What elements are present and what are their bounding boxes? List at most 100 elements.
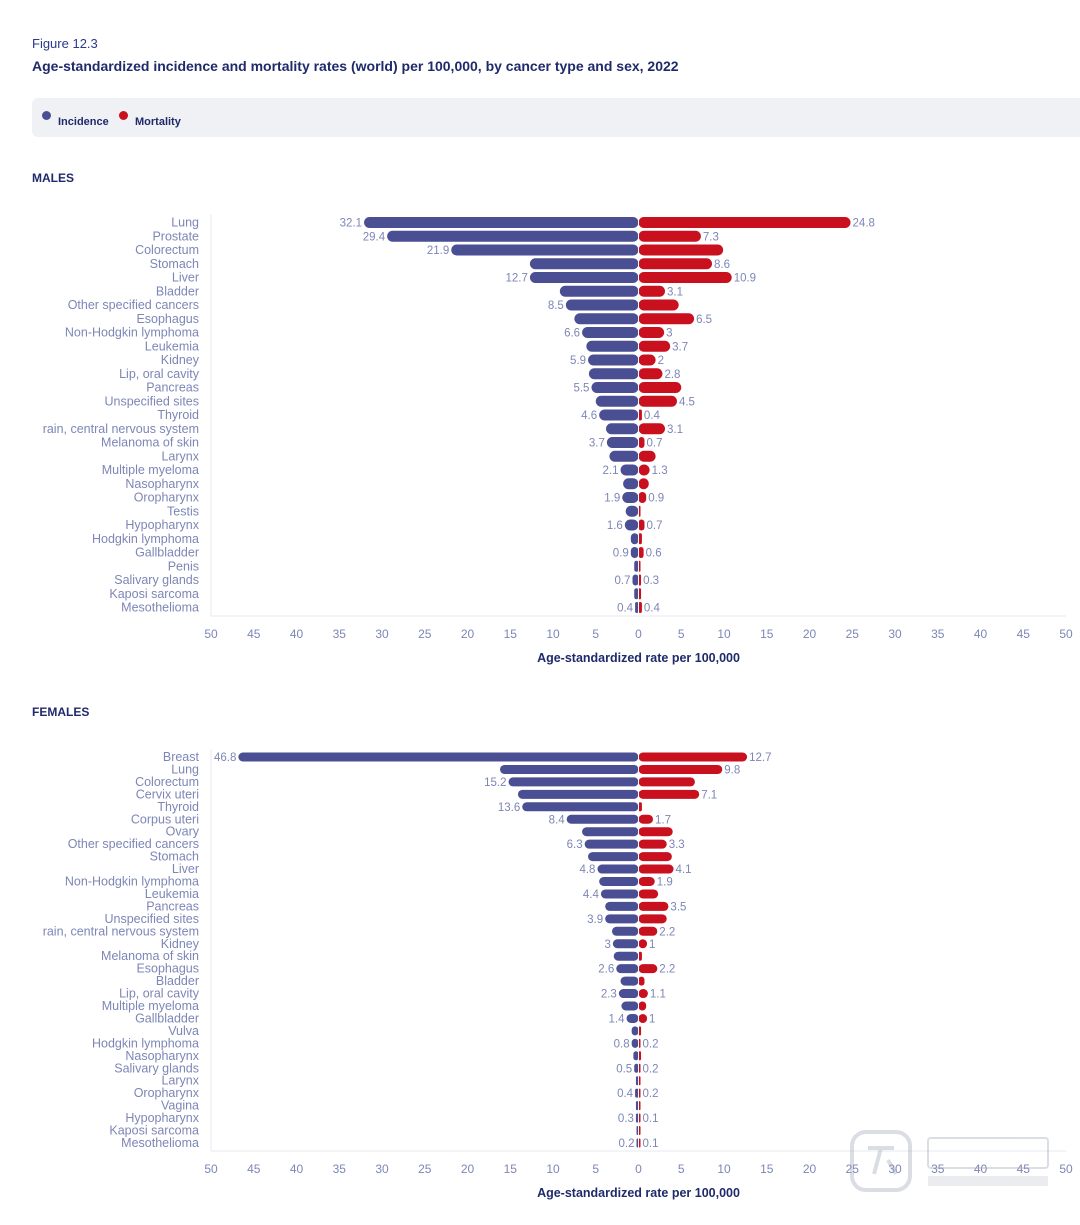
females-mortality-value-label: 12.7: [749, 752, 771, 764]
females-mortality-bar: [638, 877, 655, 886]
females-mortality-bar: [638, 939, 648, 949]
males-incidence-value-label: 1.6: [607, 520, 623, 532]
males-x-tick-label: 20: [803, 627, 817, 641]
males-mortality-bar: [638, 588, 642, 600]
males-incidence-value-label: 5.9: [570, 355, 586, 367]
females-category-label: Esophagus: [136, 962, 199, 976]
males-category-label: Salivary glands: [114, 573, 199, 587]
females-incidence-value-label: 4.4: [583, 889, 600, 901]
males-incidence-bar: [574, 313, 639, 325]
females-category-label: Bladder: [156, 974, 199, 988]
males-incidence-bar: [625, 505, 639, 517]
males-mortality-value-label: 24.8: [853, 218, 875, 230]
males-x-tick-label: 45: [247, 627, 261, 641]
legend-item-incidence[interactable]: Incidence: [42, 111, 109, 128]
males-incidence-value-label: 2.1: [603, 465, 619, 477]
males-category-label: Other specified cancers: [68, 298, 199, 312]
females-mortality-value-label: 0.1: [643, 1138, 659, 1150]
females-x-tick-label: 20: [461, 1162, 475, 1176]
males-category-label: rain, central nervous system: [43, 422, 199, 436]
males-mortality-bar: [638, 340, 671, 352]
males-x-tick-label: 35: [333, 627, 347, 641]
males-category-label: Kaposi sarcoma: [109, 587, 199, 601]
males-incidence-value-label: 6.6: [564, 328, 580, 340]
males-mortality-value-label: 10.9: [734, 273, 756, 285]
females-mortality-bar: [638, 976, 645, 986]
females-category-label: Other specified cancers: [68, 837, 199, 851]
females-incidence-value-label: 0.5: [616, 1063, 632, 1075]
legend-incidence-dot-icon: [42, 111, 51, 120]
females-x-tick-label: 50: [1059, 1162, 1073, 1176]
males-incidence-value-label: 21.9: [427, 245, 449, 257]
males-mortality-value-label: 1.3: [652, 465, 668, 477]
females-mortality-value-label: 2.2: [659, 964, 675, 976]
females-category-label: Ovary: [166, 825, 200, 839]
females-category-label: Pancreas: [146, 899, 199, 913]
males-incidence-bar: [588, 368, 639, 380]
females-mortality-value-label: 1: [649, 939, 655, 951]
males-incidence-bar: [623, 478, 639, 490]
females-incidence-bar: [635, 1113, 639, 1123]
females-category-label: Kidney: [161, 937, 200, 951]
males-category-label: Oropharynx: [134, 491, 200, 505]
females-incidence-value-label: 2.3: [601, 989, 617, 1001]
females-mortality-bar: [638, 889, 659, 899]
females-incidence-value-label: 15.2: [484, 777, 506, 789]
males-incidence-value-label: 4.6: [581, 410, 597, 422]
females-incidence-bar: [635, 1088, 639, 1098]
legend-incidence-label: Incidence: [58, 116, 109, 128]
females-category-label: Kaposi sarcoma: [109, 1124, 199, 1138]
males-x-tick-label: 40: [290, 627, 304, 641]
females-x-tick-label: 25: [418, 1162, 432, 1176]
males-x-tick-label: 10: [546, 627, 560, 641]
males-mortality-bar: [638, 450, 656, 462]
males-mortality-value-label: 0.7: [646, 438, 662, 450]
males-x-tick-label: 20: [461, 627, 475, 641]
males-incidence-value-label: 3.7: [589, 438, 605, 450]
males-category-label: Penis: [168, 559, 199, 573]
males-mortality-value-label: 2.8: [664, 369, 680, 381]
legend-mortality-dot-icon: [119, 111, 128, 120]
females-incidence-bar: [597, 864, 639, 874]
figure-title: Age-standardized incidence and mortality…: [32, 58, 679, 74]
males-category-label: Liver: [172, 271, 199, 285]
females-incidence-bar: [588, 852, 639, 862]
females-incidence-bar: [631, 1026, 639, 1036]
males-mortality-value-label: 0.4: [644, 410, 661, 422]
females-category-label: Nasopharynx: [125, 1049, 199, 1063]
males-incidence-bar: [595, 395, 639, 407]
females-mortality-bar: [638, 802, 642, 812]
males-category-label: Larynx: [161, 449, 199, 463]
females-incidence-value-label: 1.4: [609, 1013, 626, 1025]
females-incidence-value-label: 46.8: [214, 752, 236, 764]
males-mortality-bar: [638, 230, 701, 242]
males-category-label: Thyroid: [157, 408, 199, 422]
females-incidence-bar: [620, 976, 639, 986]
females-mortality-bar: [638, 827, 673, 837]
males-x-tick-label: 30: [375, 627, 389, 641]
females-mortality-value-label: 7.1: [701, 789, 717, 801]
females-x-tick-label: 40: [974, 1162, 988, 1176]
males-incidence-bar: [606, 423, 639, 435]
females-x-tick-label: 35: [333, 1162, 347, 1176]
males-mortality-bar: [638, 354, 656, 366]
females-mortality-value-label: 0.1: [643, 1113, 659, 1125]
females-incidence-bar: [635, 1101, 639, 1111]
males-mortality-bar: [638, 299, 679, 311]
females-mortality-bar: [638, 1001, 647, 1011]
females-mortality-value-label: 1.7: [655, 814, 671, 826]
females-mortality-bar: [638, 964, 658, 974]
females-category-label: Thyroid: [157, 800, 199, 814]
females-x-tick-label: 25: [846, 1162, 860, 1176]
females-category-label: Cervix uteri: [136, 787, 199, 801]
males-x-tick-label: 45: [1017, 627, 1031, 641]
females-incidence-bar: [517, 789, 639, 799]
females-incidence-value-label: 3.9: [587, 914, 603, 926]
females-incidence-value-label: 0.4: [617, 1088, 634, 1100]
males-mortality-bar: [638, 258, 713, 270]
males-incidence-bar: [632, 574, 639, 586]
females-incidence-bar: [522, 802, 639, 812]
females-x-tick-label: 45: [1017, 1162, 1031, 1176]
legend-item-mortality[interactable]: Mortality: [119, 111, 181, 128]
females-incidence-value-label: 13.6: [498, 802, 520, 814]
